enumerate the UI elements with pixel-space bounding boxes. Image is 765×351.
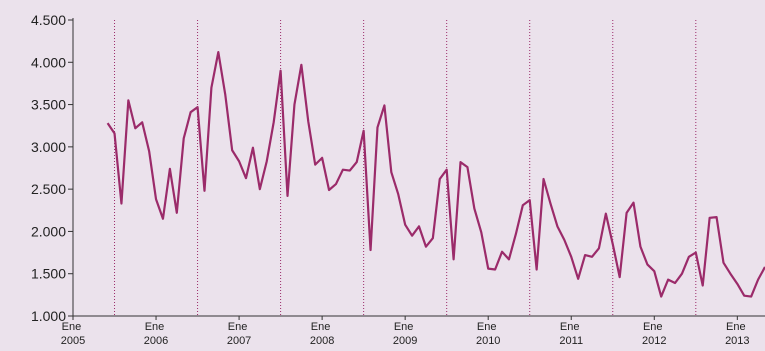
y-tick-label: 2.000: [31, 223, 66, 239]
line-series: [106, 51, 765, 298]
y-tick-label: 4.000: [31, 54, 66, 70]
y-tick-label: 4.500: [31, 12, 66, 28]
x-tick-label: Ene 2008: [310, 321, 334, 347]
x-tick-label: Ene 2006: [144, 321, 168, 347]
x-tick-label: Ene 2005: [61, 321, 85, 347]
x-tick-label: Ene 2012: [642, 321, 666, 347]
x-tick-label: Ene 2010: [476, 321, 500, 347]
x-tick-label: Ene 2011: [559, 321, 583, 347]
x-tick-label: Ene 2013: [725, 321, 749, 347]
y-tick-label: 3.000: [31, 139, 66, 155]
y-tick-label: 3.500: [31, 97, 66, 113]
x-tick-label: Ene 2009: [393, 321, 417, 347]
x-tick-label: Ene 2007: [227, 321, 251, 347]
y-tick-label: 1.500: [31, 266, 66, 282]
y-tick-label: 1.000: [31, 308, 66, 324]
y-tick-label: 2.500: [31, 181, 66, 197]
